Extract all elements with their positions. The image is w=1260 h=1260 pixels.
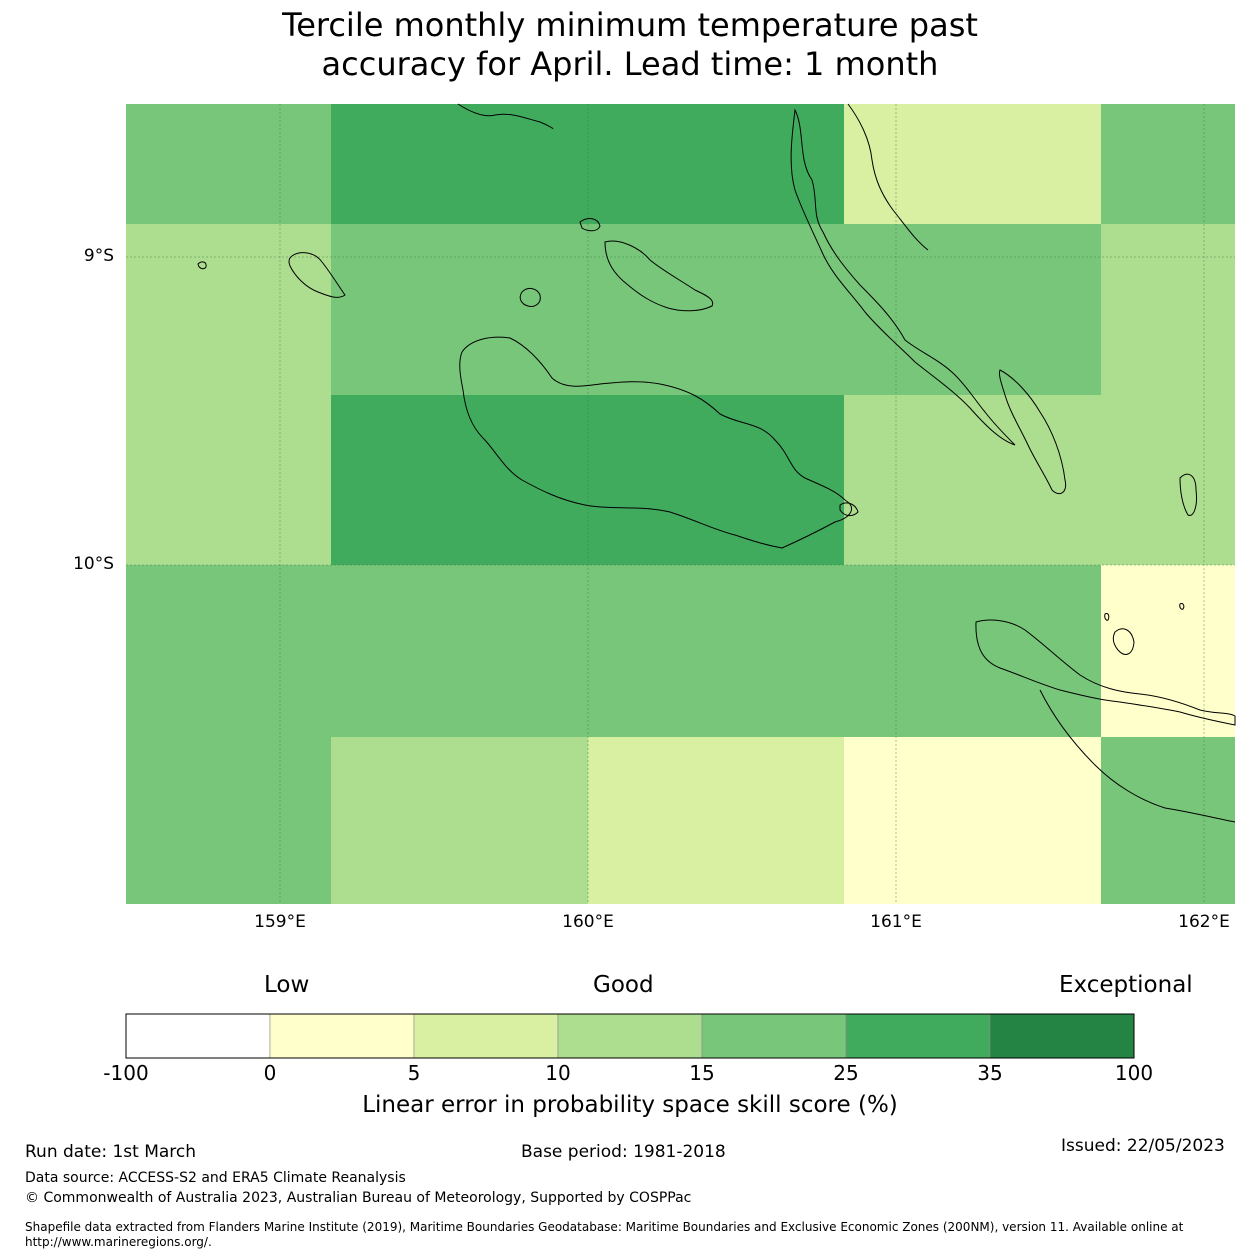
lon-label-161e: 161°E — [870, 912, 922, 932]
tick-label: 100 — [1114, 1061, 1154, 1085]
nggela-coast — [604, 240, 714, 312]
tick-label: 25 — [833, 1061, 859, 1085]
florida-north — [847, 103, 929, 251]
tick-label: 5 — [407, 1061, 421, 1085]
skill-grid — [126, 104, 1235, 904]
grid-cell — [126, 565, 331, 737]
grid-cell — [844, 737, 1101, 904]
small-island-6 — [1179, 603, 1185, 610]
grid-cell — [844, 565, 1101, 737]
run-date: Run date: 1st March — [25, 1142, 197, 1162]
small-island-7 — [839, 502, 859, 517]
malaita-coast — [790, 108, 1016, 446]
title-line-2: accuracy for April. Lead time: 1 month — [321, 45, 939, 83]
data-source: Data source: ACCESS-S2 and ERA5 Climate … — [25, 1170, 406, 1186]
savo-coast — [519, 287, 541, 307]
lon-label-160e: 160°E — [562, 912, 614, 932]
shapefile-credit: Shapefile data extracted from Flanders M… — [25, 1220, 1225, 1250]
shapefile-credit-line-2: http://www.marineregions.org/. — [25, 1235, 212, 1249]
base-period: Base period: 1981-2018 — [521, 1142, 726, 1162]
grid-cell — [588, 104, 844, 224]
grid-cell — [588, 395, 844, 565]
lat-label-10s: 10°S — [73, 554, 114, 574]
tick-label: 10 — [545, 1061, 571, 1085]
grid-cell — [126, 224, 331, 395]
shapefile-credit-line-1: Shapefile data extracted from Flanders M… — [25, 1220, 1184, 1234]
grid-cell — [1101, 395, 1235, 565]
map-title: Tercile monthly minimum temperature past… — [0, 6, 1260, 84]
tick-label: 35 — [977, 1061, 1003, 1085]
small-malaita-coast — [999, 369, 1067, 495]
small-island-1 — [197, 261, 207, 270]
copyright: © Commonwealth of Australia 2023, Austra… — [25, 1190, 692, 1206]
grid-cell — [1101, 565, 1235, 737]
tick-label: 15 — [689, 1061, 715, 1085]
lon-label-162e: 162°E — [1178, 912, 1230, 932]
grid-cell — [126, 104, 331, 224]
grid-cell — [1101, 737, 1235, 904]
makira-coast — [975, 619, 1236, 726]
scale-word-low: Low — [264, 972, 310, 998]
scale-word-good: Good — [593, 972, 654, 998]
north-coast-isabel — [457, 103, 554, 129]
grid-cell — [331, 395, 588, 565]
grid-cell — [588, 737, 844, 904]
grid-cell — [331, 565, 588, 737]
coastlines — [197, 103, 1236, 823]
grid-cell — [588, 565, 844, 737]
graticule — [126, 104, 1235, 904]
lat-label-9s: 9°S — [83, 246, 114, 266]
lon-label-159e: 159°E — [254, 912, 306, 932]
grid-cell — [844, 104, 1101, 224]
tick-label: 0 — [263, 1061, 277, 1085]
title-line-1: Tercile monthly minimum temperature past — [282, 6, 978, 44]
grid-cell — [126, 737, 331, 904]
makira-south-coast — [1039, 689, 1236, 823]
grid-cell — [844, 224, 1101, 395]
grid-cell — [1101, 224, 1235, 395]
scale-word-exceptional: Exceptional — [1059, 972, 1193, 998]
russell-islands-coast — [288, 252, 346, 298]
small-island-5 — [1104, 613, 1110, 621]
grid-cell — [844, 395, 1101, 565]
colorbar-label: Linear error in probability space skill … — [362, 1092, 898, 1118]
grid-cell — [331, 104, 588, 224]
grid-cell — [331, 737, 588, 904]
small-island-2 — [579, 218, 601, 232]
issued-date: Issued: 22/05/2023 — [1061, 1136, 1225, 1156]
small-island-4 — [1112, 628, 1135, 655]
grid-cell — [1101, 104, 1235, 224]
tick-label: -100 — [103, 1061, 149, 1085]
small-island-3 — [1179, 473, 1197, 516]
grid-cell — [126, 395, 331, 565]
grid-cell — [588, 224, 844, 395]
